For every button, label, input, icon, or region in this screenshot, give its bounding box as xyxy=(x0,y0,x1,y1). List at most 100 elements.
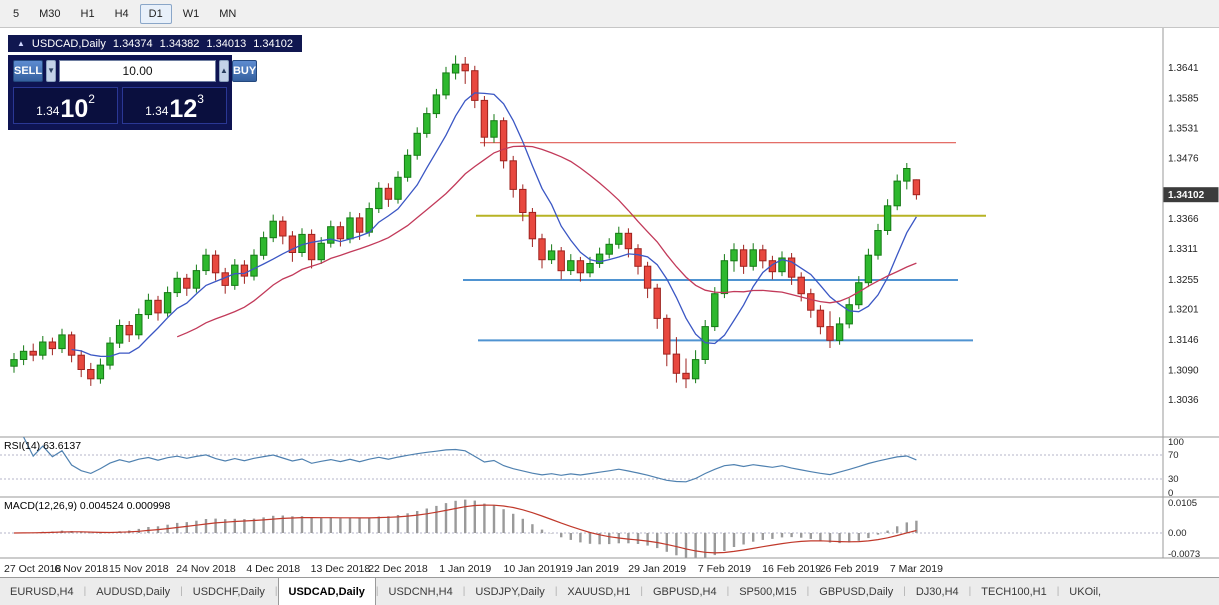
ohlc-close: 1.34102 xyxy=(253,37,293,50)
ohlc-low: 1.34013 xyxy=(206,37,247,50)
tab-gbpusd-daily[interactable]: GBPUSD,Daily xyxy=(819,585,894,598)
svg-text:19 Jan 2019: 19 Jan 2019 xyxy=(561,563,619,575)
tab-tech100-h1[interactable]: TECH100,H1 xyxy=(981,585,1047,598)
svg-text:0.0105: 0.0105 xyxy=(1168,498,1197,509)
ask-price[interactable]: 1.34 12 3 xyxy=(122,87,227,124)
sell-button[interactable]: SELL xyxy=(13,60,44,82)
svg-text:22 Dec 2018: 22 Dec 2018 xyxy=(368,563,428,575)
timeframe-button-H4[interactable]: H4 xyxy=(106,4,138,24)
svg-text:27 Oct 2018: 27 Oct 2018 xyxy=(4,563,61,575)
timeframe-button-MN[interactable]: MN xyxy=(210,4,245,24)
current-price-badge: 1.34102 xyxy=(1168,190,1205,201)
tab-usdcad-daily[interactable]: USDCAD,Daily xyxy=(277,578,376,605)
tab-separator: | xyxy=(554,586,558,597)
tab-xauusd-h1[interactable]: XAUUSD,H1 xyxy=(567,585,631,598)
macd-label: MACD(12,26,9) 0.004524 0.000998 xyxy=(4,500,171,512)
chevron-down-icon: ▼ xyxy=(47,66,56,75)
svg-text:1.3201: 1.3201 xyxy=(1168,305,1199,316)
tab-gbpusd-h4[interactable]: GBPUSD,H4 xyxy=(653,585,717,598)
tab-ukoil-[interactable]: UKOil, xyxy=(1069,585,1102,598)
tab-separator: | xyxy=(375,586,379,597)
tab-separator: | xyxy=(274,586,278,597)
timeframe-button-H1[interactable]: H1 xyxy=(72,4,104,24)
svg-text:0.00: 0.00 xyxy=(1168,528,1187,539)
timeframe-button-W1[interactable]: W1 xyxy=(174,4,209,24)
macd-pane[interactable]: MACD(12,26,9) 0.004524 0.000998 0.0105 0.0… xyxy=(0,498,1200,560)
timeframe-button-D1[interactable]: D1 xyxy=(139,3,172,24)
svg-text:0: 0 xyxy=(1168,488,1173,499)
svg-text:6 Nov 2018: 6 Nov 2018 xyxy=(54,563,108,575)
svg-text:1.3476: 1.3476 xyxy=(1168,154,1199,165)
rsi-line xyxy=(23,436,917,483)
svg-text:15 Nov 2018: 15 Nov 2018 xyxy=(109,563,169,575)
chart-tab-bar: EURUSD,H4 | AUDUSD,Daily | USDCHF,Daily | USDC… xyxy=(0,577,1219,605)
tab-separator: | xyxy=(726,586,730,597)
one-click-trade-panel: SELL ▼ ▲ BUY 1.34 10 2 1.34 12 xyxy=(8,55,258,130)
bid-price[interactable]: 1.34 10 2 xyxy=(13,87,118,124)
tab-separator: | xyxy=(968,586,972,597)
candles-layer xyxy=(10,55,921,389)
price-scale[interactable]: 1.3641 1.3585 1.3531 1.3476 1.3366 1.3311 1.32… xyxy=(1163,63,1219,406)
tab-usdchf-daily[interactable]: USDCHF,Daily xyxy=(192,585,265,598)
rsi-pane[interactable]: RSI(14) 63.6137 100 70 30 0 xyxy=(0,436,1184,499)
tab-separator: | xyxy=(806,586,810,597)
ask-big-figure: 1.34 xyxy=(145,104,169,118)
tab-separator: | xyxy=(1056,586,1060,597)
svg-text:24 Nov 2018: 24 Nov 2018 xyxy=(176,563,236,575)
bid-pipette: 2 xyxy=(88,92,95,106)
svg-text:29 Jan 2019: 29 Jan 2019 xyxy=(628,563,686,575)
volume-increase-button[interactable]: ▲ xyxy=(219,60,229,82)
tab-separator: | xyxy=(83,586,87,597)
svg-text:-0.0073: -0.0073 xyxy=(1168,549,1200,560)
collapse-panel-icon[interactable]: ▲ xyxy=(17,39,25,48)
chart-svg[interactable]: 1.3641 1.3585 1.3531 1.3476 1.3366 1.3311 1.32… xyxy=(0,28,1219,577)
trendlines-layer[interactable] xyxy=(463,142,986,342)
svg-text:1.3146: 1.3146 xyxy=(1168,335,1199,346)
svg-text:7 Mar 2019: 7 Mar 2019 xyxy=(890,563,943,575)
bid-big-figure: 1.34 xyxy=(36,104,60,118)
buy-button[interactable]: BUY xyxy=(231,60,258,82)
tab-usdjpy-daily[interactable]: USDJPY,Daily xyxy=(475,585,545,598)
tab-sp500-m15[interactable]: SP500,M15 xyxy=(739,585,797,598)
svg-text:70: 70 xyxy=(1168,450,1179,461)
svg-text:1.3036: 1.3036 xyxy=(1168,395,1199,406)
axes-layer[interactable] xyxy=(0,28,1219,559)
svg-text:10 Jan 2019: 10 Jan 2019 xyxy=(503,563,561,575)
timeframe-button-M30[interactable]: M30 xyxy=(30,4,69,24)
svg-text:1.3311: 1.3311 xyxy=(1168,244,1198,255)
tab-usdcnh-h4[interactable]: USDCNH,H4 xyxy=(388,585,453,598)
macd-signal-line xyxy=(13,504,917,554)
tab-separator: | xyxy=(462,586,466,597)
svg-text:100: 100 xyxy=(1168,437,1184,448)
ask-pipette: 3 xyxy=(197,92,204,106)
svg-text:1.3641: 1.3641 xyxy=(1168,63,1199,74)
trade-panel-controls: SELL ▼ ▲ BUY xyxy=(13,60,258,82)
chart-ohlc-header: ▲ USDCAD,Daily 1.34374 1.34382 1.34013 1… xyxy=(8,35,302,52)
chevron-up-icon: ▲ xyxy=(220,66,228,75)
svg-text:1 Jan 2019: 1 Jan 2019 xyxy=(439,563,491,575)
chart-area[interactable]: 1.3641 1.3585 1.3531 1.3476 1.3366 1.3311 1.32… xyxy=(0,28,1219,577)
svg-text:1.3366: 1.3366 xyxy=(1168,214,1199,225)
tab-dj30-h4[interactable]: DJ30,H4 xyxy=(915,585,959,598)
volume-decrease-button[interactable]: ▼ xyxy=(46,60,57,82)
chart-symbol-label: USDCAD,Daily xyxy=(31,37,106,50)
svg-text:13 Dec 2018: 13 Dec 2018 xyxy=(311,563,371,575)
tab-separator: | xyxy=(180,586,183,597)
bid-pips: 10 xyxy=(60,94,89,123)
tab-eurusd-h4[interactable]: EURUSD,H4 xyxy=(10,585,74,598)
svg-text:26 Feb 2019: 26 Feb 2019 xyxy=(820,563,879,575)
timeframe-toolbar: 5 M30 H1 H4 D1 W1 MN xyxy=(0,0,1219,28)
timeframe-button-5[interactable]: 5 xyxy=(4,4,28,24)
ohlc-open: 1.34374 xyxy=(112,37,153,50)
trade-panel-quotes: 1.34 10 2 1.34 12 3 xyxy=(13,87,227,124)
moving-averages-layer xyxy=(71,92,917,358)
svg-text:1.3531: 1.3531 xyxy=(1168,123,1199,134)
tab-audusd-daily[interactable]: AUDUSD,Daily xyxy=(96,585,171,598)
ask-pips: 12 xyxy=(169,94,198,123)
svg-text:1.3255: 1.3255 xyxy=(1168,275,1199,286)
volume-input[interactable] xyxy=(59,60,217,82)
svg-text:16 Feb 2019: 16 Feb 2019 xyxy=(762,563,821,575)
svg-text:1.3090: 1.3090 xyxy=(1168,366,1199,377)
